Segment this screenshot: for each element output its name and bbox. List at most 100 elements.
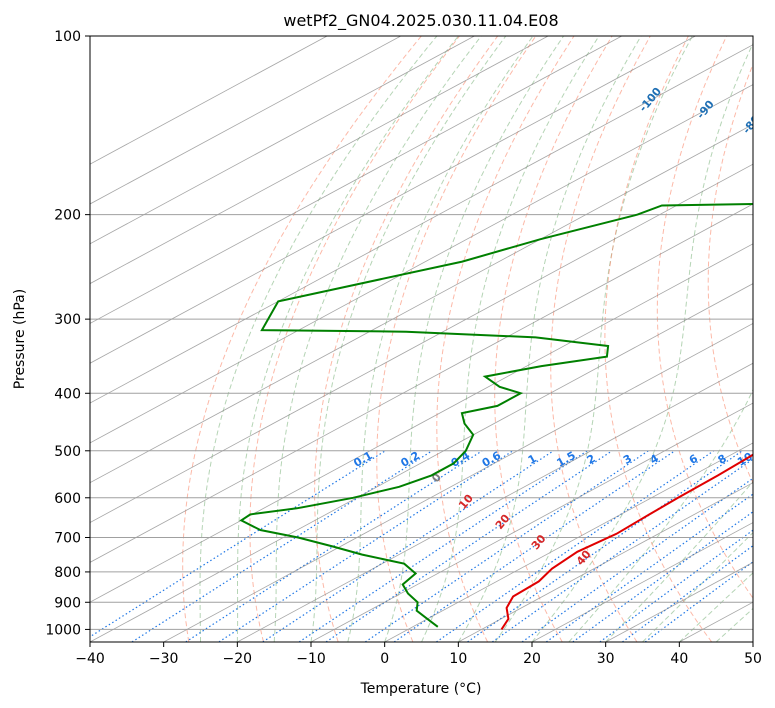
mixing-ratio-line xyxy=(90,450,386,638)
moist-adiabats xyxy=(199,36,753,642)
mixing-ratio-line xyxy=(218,450,514,642)
isotherms xyxy=(90,36,753,642)
mixing-ratio-line xyxy=(131,450,433,642)
mixing-ratio-lines xyxy=(90,450,753,642)
line-labels: 0.10.20.40.611.52346810131620253036-100-… xyxy=(351,85,775,568)
dry-adiabat-line xyxy=(249,36,460,642)
isotherm-line xyxy=(384,442,753,642)
x-tick-label: 50 xyxy=(744,651,762,667)
moist-adiabat-line xyxy=(310,36,507,642)
isotherm-line xyxy=(90,283,753,642)
dry-adiabat-line xyxy=(604,36,713,642)
x-tick-label: −20 xyxy=(223,651,253,667)
y-tick-label: 500 xyxy=(54,444,81,460)
y-axis-ticks: 100 200 300 400 500 600 700 800 900 1000 xyxy=(45,29,90,638)
moist-adiabat-line xyxy=(568,388,753,642)
mixing-ratio-line xyxy=(599,529,753,642)
isotherm-line xyxy=(90,36,328,165)
dry-adiabat-label: -100 xyxy=(636,85,664,115)
isotherm-line xyxy=(237,362,753,642)
x-tick-label: 40 xyxy=(670,651,688,667)
mixing-ratio-label: 13 xyxy=(763,450,775,469)
dry-adiabat-label: -90 xyxy=(694,98,717,122)
dry-adiabat-line xyxy=(656,36,753,600)
isotherm-line xyxy=(90,163,753,523)
plot-area: 0.10.20.40.611.52346810131620253036-100-… xyxy=(90,36,775,642)
isobars xyxy=(90,36,753,630)
dewpoint-profile-line xyxy=(239,203,753,628)
y-tick-label: 800 xyxy=(54,565,81,581)
moist-adiabat-line xyxy=(384,36,565,642)
moist-adiabat-line xyxy=(199,36,438,642)
mixing-ratio-label: 0.2 xyxy=(398,449,421,470)
isotherm-line xyxy=(310,402,753,642)
mixing-ratio-label: 3 xyxy=(621,452,634,467)
dry-adiabat-line xyxy=(182,36,422,642)
y-tick-label: 300 xyxy=(54,312,81,328)
isotherm-line xyxy=(458,482,753,642)
isotherm-line xyxy=(90,36,549,285)
isotherm-line xyxy=(679,601,753,642)
x-tick-label: −40 xyxy=(75,651,105,667)
y-tick-label: 700 xyxy=(54,531,81,547)
mixing-ratio-line xyxy=(521,477,753,642)
isotherm-line xyxy=(163,323,753,642)
moist-adiabat-line xyxy=(347,36,534,642)
x-tick-label: 30 xyxy=(597,651,615,667)
dry-adiabat-line xyxy=(550,36,651,642)
dry-adiabat-label: -80 xyxy=(740,113,763,137)
mixing-ratio-line xyxy=(185,450,483,642)
mixing-ratio-line xyxy=(491,458,753,642)
mixing-ratio-line xyxy=(262,450,554,642)
mixing-ratio-label: 0.1 xyxy=(351,449,374,470)
mixing-ratio-line xyxy=(622,544,753,642)
mixing-ratio-label: 1 xyxy=(526,452,539,467)
isotherm-line xyxy=(90,36,401,205)
x-axis-label: Temperature (°C) xyxy=(360,681,482,697)
mixing-ratio-line xyxy=(572,510,753,642)
moist-adiabat-line xyxy=(531,42,753,642)
isotherm-line xyxy=(752,641,753,642)
y-tick-label: 900 xyxy=(54,595,81,611)
temperature-profile-line xyxy=(500,453,753,630)
wet-adiabat-label: 30 xyxy=(529,532,549,552)
x-tick-label: 20 xyxy=(523,651,541,667)
moist-adiabat-line xyxy=(273,36,482,642)
y-tick-label: 1000 xyxy=(45,622,81,638)
x-tick-label: 10 xyxy=(449,651,467,667)
mixing-ratio-label: 8 xyxy=(716,452,729,467)
mixing-ratio-label: 6 xyxy=(687,452,700,467)
mixing-ratio-label: 2 xyxy=(585,452,598,467)
isotherm-line xyxy=(90,36,622,324)
isotherm-line xyxy=(90,44,753,404)
mixing-ratio-line xyxy=(325,450,613,642)
dry-adiabat-line xyxy=(707,62,753,485)
isotherm-line xyxy=(90,203,753,563)
x-tick-label: −30 xyxy=(149,651,179,667)
moist-adiabat-line xyxy=(494,36,693,642)
moist-adiabat-line xyxy=(421,36,600,642)
mixing-ratio-line xyxy=(467,450,743,642)
mixing-ratio-line xyxy=(545,493,753,642)
isotherm-line xyxy=(90,123,753,484)
y-tick-label: 100 xyxy=(54,29,81,45)
isotherm-line xyxy=(90,243,753,603)
isotherm-line xyxy=(90,36,475,245)
x-axis-ticks: −40 −30 −20 −10 0 10 20 30 40 50 xyxy=(75,642,762,667)
mixing-ratio-line xyxy=(298,450,588,642)
isotherm-line xyxy=(90,36,696,364)
wet-adiabat-label: 40 xyxy=(574,547,594,567)
plot-frame xyxy=(89,35,754,643)
x-tick-label: 0 xyxy=(380,651,389,667)
moist-adiabat-line xyxy=(605,480,753,642)
mixing-ratio-label: 1.5 xyxy=(555,449,578,470)
isotherm-line xyxy=(90,84,753,444)
y-tick-label: 600 xyxy=(54,491,81,507)
moist-adiabat-line xyxy=(678,572,753,642)
y-tick-label: 400 xyxy=(54,386,81,402)
y-axis-label: Pressure (hPa) xyxy=(12,289,28,389)
dry-adiabat-line xyxy=(376,36,537,642)
mixing-ratio-label: 0.4 xyxy=(449,449,473,470)
dry-adiabat-line xyxy=(436,36,575,642)
